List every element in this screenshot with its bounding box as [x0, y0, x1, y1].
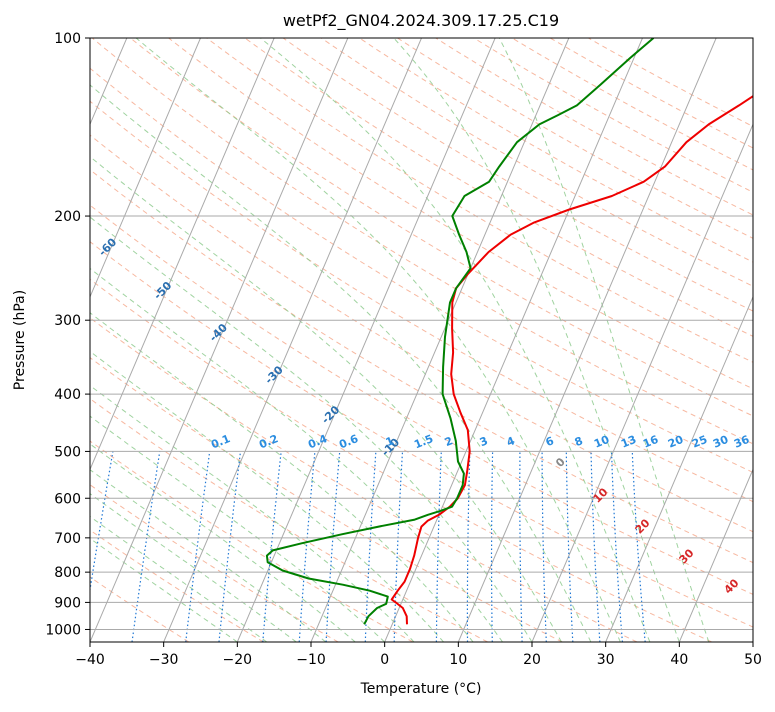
y-tick-label: 400 — [54, 387, 81, 403]
y-tick-label: 800 — [54, 565, 81, 581]
y-tick-label: 300 — [54, 313, 81, 329]
x-tick-label: −20 — [223, 652, 253, 668]
x-tick-label: −10 — [296, 652, 326, 668]
x-tick-label: −40 — [75, 652, 105, 668]
y-tick-label: 600 — [54, 491, 81, 507]
y-axis-label: Pressure (hPa) — [12, 290, 28, 390]
x-tick-label: 30 — [597, 652, 615, 668]
x-tick-label: 50 — [744, 652, 762, 668]
y-tick-label: 700 — [54, 531, 81, 547]
y-tick-label: 900 — [54, 595, 81, 611]
y-tick-label: 100 — [54, 31, 81, 47]
y-tick-label: 200 — [54, 209, 81, 225]
x-axis-label: Temperature (°C) — [360, 681, 482, 697]
x-tick-label: −30 — [149, 652, 179, 668]
x-tick-label: 40 — [670, 652, 688, 668]
x-tick-label: 20 — [523, 652, 541, 668]
y-tick-label: 1000 — [45, 622, 81, 638]
x-tick-label: 10 — [449, 652, 467, 668]
chart-title: wetPf2_GN04.2024.309.17.25.C19 — [283, 11, 559, 31]
y-tick-label: 500 — [54, 444, 81, 460]
x-tick-label: 0 — [380, 652, 389, 668]
